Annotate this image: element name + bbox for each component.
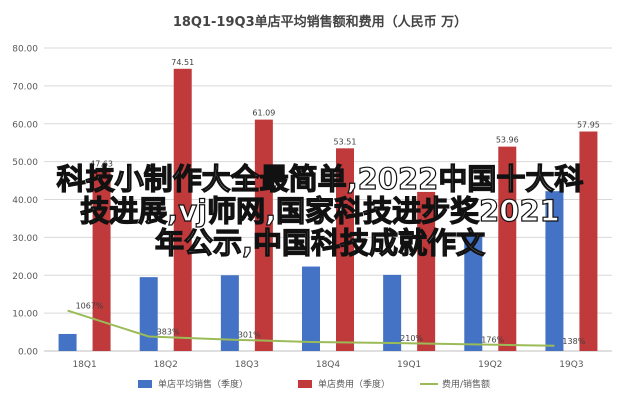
bar-cost xyxy=(254,119,273,351)
y-tick-label: 70.00 xyxy=(12,82,38,92)
bar-cost xyxy=(579,131,598,351)
legend-label: 单店费用（季度） xyxy=(318,378,390,390)
line-data-label: 138% xyxy=(562,337,585,346)
ratio-line xyxy=(67,309,555,347)
x-tick-label: 19Q1 xyxy=(397,360,421,370)
y-tick-label: 0.00 xyxy=(18,348,38,358)
bar-cost xyxy=(92,170,111,351)
bar-sales xyxy=(302,266,320,351)
y-tick-label: 40.00 xyxy=(12,196,38,206)
chart-title: 18Q1-19Q3单店平均销售额和费用（人民币 万） xyxy=(173,14,467,30)
bar-sales xyxy=(220,275,239,351)
bar-data-label: 74.51 xyxy=(171,58,194,67)
bar-data-label: 61.09 xyxy=(252,109,275,118)
x-tick-label: 18Q3 xyxy=(235,360,259,370)
bar-data-label: 53.96 xyxy=(496,136,519,145)
bar-cost xyxy=(498,146,517,351)
bar-cost xyxy=(173,68,192,352)
x-tick-label: 18Q4 xyxy=(316,360,341,370)
y-tick-label: 20.00 xyxy=(12,272,38,282)
bar-sales xyxy=(139,277,158,351)
y-tick-label: 10.00 xyxy=(12,310,38,320)
bar-sales xyxy=(58,333,77,351)
line-data-label: 301% xyxy=(238,331,261,340)
x-tick-label: 19Q2 xyxy=(478,360,502,370)
bar-sales xyxy=(383,274,402,351)
bar-data-label: 53.51 xyxy=(334,137,357,146)
legend-label: 单店平均销售（季度） xyxy=(158,378,248,390)
line-data-label: 1067% xyxy=(76,302,104,311)
bar-cost xyxy=(336,148,354,351)
x-tick-label: 18Q2 xyxy=(154,360,178,370)
x-tick-label: 19Q3 xyxy=(559,360,583,370)
bar-sales xyxy=(464,235,483,351)
y-tick-label: 60.00 xyxy=(12,120,38,130)
legend-swatch xyxy=(138,380,152,388)
legend-label: 费用/销售额 xyxy=(442,378,490,390)
overlay-headline-line-1: 科技小制作大全最简单,2022中国十大科 xyxy=(56,161,584,196)
y-tick-label: 30.00 xyxy=(12,234,38,244)
y-tick-label: 80.00 xyxy=(12,45,38,55)
overlay-headline-line-2: 技进展,vj师网,国家科技进步奖2021 xyxy=(80,193,561,228)
legend-swatch xyxy=(298,380,312,388)
x-tick-label: 18Q1 xyxy=(72,360,96,370)
line-data-label: 383% xyxy=(157,327,180,336)
line-data-label: 176% xyxy=(481,335,504,344)
line-data-label: 210% xyxy=(400,334,423,343)
bar-cost xyxy=(417,191,436,351)
bar-data-label: 47.63 xyxy=(90,160,113,169)
overlay-headline-line-3: 年公示,中国科技成就作文 xyxy=(154,225,486,260)
bar-data-label: 57.95 xyxy=(577,121,600,130)
bar-sales xyxy=(545,191,564,351)
y-tick-label: 50.00 xyxy=(12,158,38,168)
